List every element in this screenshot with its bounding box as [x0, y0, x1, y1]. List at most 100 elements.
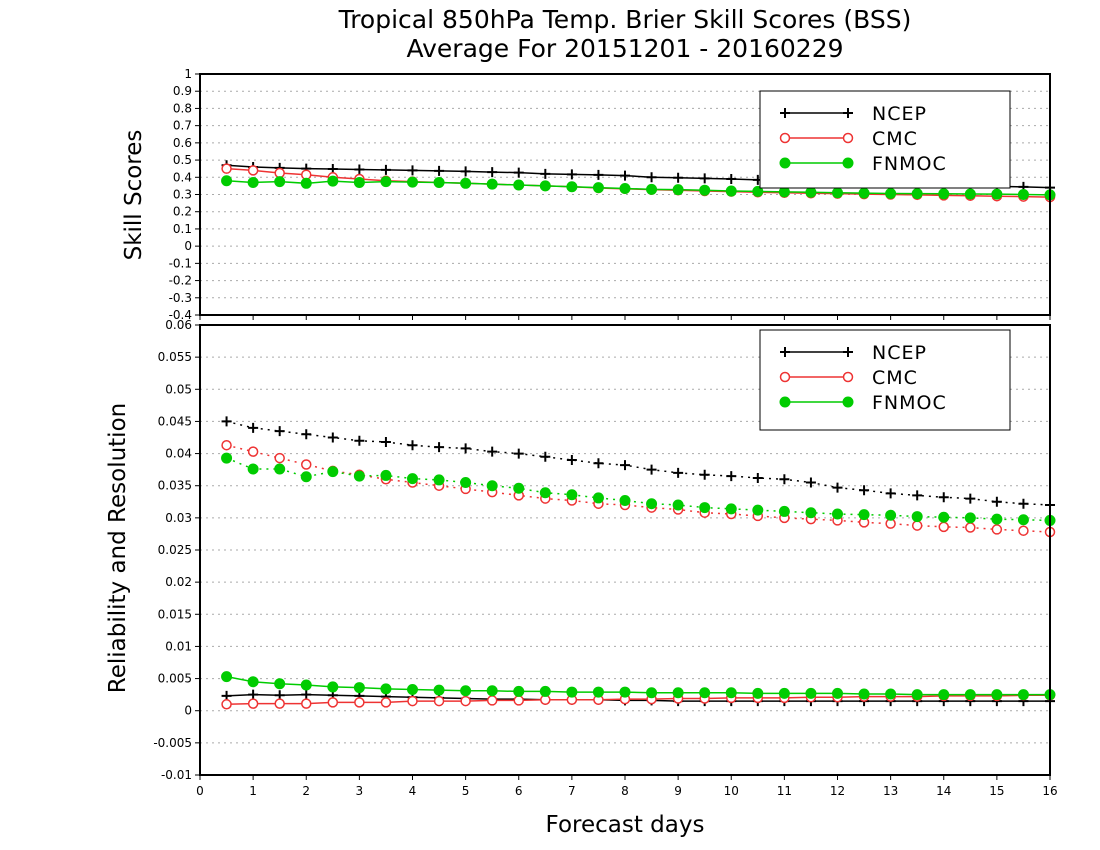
bottom-series-cmc-resolution-point	[911, 520, 923, 531]
bottom-series-fnmoc-reliability-point	[539, 685, 551, 697]
bottom-series-ncep-resolution-point	[726, 471, 737, 482]
bottom-series-fnmoc-reliability-point	[858, 688, 870, 700]
bottom-series-ncep-resolution-point	[221, 416, 232, 427]
bottom-series-fnmoc-reliability-point	[460, 685, 472, 697]
bottom-x-tick-label: 1	[249, 784, 257, 798]
top-y-tick-label: 0.9	[173, 84, 192, 98]
bottom-legend-marker-ncep	[843, 347, 853, 357]
bottom-series-cmc-resolution-point	[965, 522, 976, 533]
top-series-fnmoc-point	[964, 188, 976, 200]
bottom-series-fnmoc-resolution-point	[592, 492, 604, 504]
bottom-y-tick-label: 0	[184, 704, 192, 718]
top-series-ncep-point	[460, 166, 471, 177]
top-series-ncep-point	[726, 174, 737, 185]
bottom-x-tick-label: 14	[936, 784, 951, 798]
bottom-series-ncep-resolution-point	[460, 443, 471, 454]
top-series-ncep-point	[487, 167, 498, 178]
top-series-ncep-point	[434, 165, 445, 176]
bottom-series-ncep-resolution-point	[991, 496, 1002, 507]
top-series-fnmoc-point	[991, 188, 1003, 200]
bottom-series-cmc-resolution-point	[991, 524, 1003, 535]
top-series-fnmoc-point	[752, 185, 764, 197]
bottom-series-fnmoc-reliability-point	[274, 678, 286, 690]
bottom-series-fnmoc-resolution-point	[725, 503, 737, 515]
bottom-y-tick-label: 0.025	[158, 543, 192, 557]
bottom-series-fnmoc-resolution-point	[832, 508, 843, 520]
bottom-series-fnmoc-reliability-line	[226, 675, 1050, 696]
bottom-series-ncep-resolution-point	[779, 474, 790, 485]
top-plot-frame	[199, 73, 1051, 316]
bottom-series-fnmoc-reliability-point	[964, 689, 976, 701]
bottom-series-fnmoc-resolution-point	[327, 466, 339, 478]
bottom-legend-marker-fnmoc	[842, 396, 854, 408]
bottom-series-fnmoc-resolution-point	[885, 509, 897, 521]
bottom-series-fnmoc-reliability-point	[672, 687, 684, 699]
bottom-series-ncep-resolution-point	[566, 455, 577, 465]
bottom-series-cmc-reliability-point	[380, 697, 392, 708]
chart-subtitle: Average For 20151201 - 20160229	[406, 34, 843, 63]
bottom-x-tick-label: 11	[777, 784, 792, 798]
bottom-series-cmc-resolution-point	[247, 446, 259, 457]
bottom-series-ncep-resolution-point	[407, 440, 418, 451]
bottom-series-fnmoc-reliability-point	[513, 685, 525, 697]
bottom-series-fnmoc-resolution-point	[938, 511, 950, 523]
top-series-fnmoc-point	[380, 176, 392, 188]
bottom-y-tick-label: 0.02	[165, 575, 192, 589]
top-series-fnmoc-point	[858, 187, 870, 199]
top-series-ncep-point	[593, 169, 604, 180]
bottom-y-tick-label: 0.045	[158, 414, 192, 428]
bottom-series-ncep-resolution-point	[593, 458, 604, 469]
x-axis-label: Forecast days	[546, 812, 705, 838]
bottom-series-fnmoc-resolution-point	[646, 498, 658, 510]
top-series-ncep-point	[646, 172, 657, 183]
bottom-series-ncep-reliability-point	[248, 689, 259, 700]
bottom-series-ncep-resolution-point	[699, 469, 710, 480]
top-y-tick-label: -0.3	[169, 291, 192, 305]
top-series-cmc-point	[247, 165, 259, 176]
top-series-fnmoc-point	[327, 175, 339, 187]
bottom-x-tick-label: 5	[462, 784, 470, 798]
bottom-legend-box	[759, 329, 1011, 431]
top-y-tick-label: 0.5	[173, 153, 192, 167]
bottom-x-tick-label: 12	[830, 784, 845, 798]
top-series-ncep-point	[513, 167, 524, 178]
bottom-series-cmc-resolution-point	[1018, 525, 1029, 536]
bottom-series-ncep-resolution-point	[487, 446, 498, 457]
bottom-y-tick-label: 0.06	[165, 318, 192, 332]
bottom-series-cmc-reliability-point	[513, 695, 524, 706]
bottom-series-ncep-resolution-point	[938, 492, 949, 503]
top-series-fnmoc-point	[539, 180, 551, 192]
bottom-series-ncep-resolution-point	[434, 442, 445, 453]
bottom-series-ncep-resolution-point	[646, 464, 657, 475]
bottom-y-tick-label: 0.01	[165, 639, 192, 653]
bottom-series-fnmoc-resolution-point	[407, 473, 418, 485]
top-series-fnmoc-point	[221, 175, 233, 187]
bottom-series-fnmoc-resolution-point	[433, 474, 445, 486]
top-legend-marker-ncep	[843, 108, 853, 118]
top-y-axis-label: Skill Scores	[121, 130, 147, 261]
top-y-tick-label: -0.4	[169, 308, 192, 322]
top-series-fnmoc-point	[566, 181, 578, 193]
top-series-fnmoc-point	[592, 182, 604, 194]
bottom-series-fnmoc-reliability-point	[300, 679, 312, 691]
bottom-series-fnmoc-resolution-point	[221, 452, 233, 464]
top-series-ncep-point	[354, 164, 365, 175]
bottom-series-fnmoc-reliability-point	[911, 689, 923, 701]
bottom-series-fnmoc-resolution-point	[858, 509, 870, 521]
bottom-series-cmc-resolution-point	[221, 439, 232, 451]
bottom-series-fnmoc-resolution-point	[247, 463, 259, 475]
bottom-series-cmc-reliability-point	[327, 697, 339, 708]
bottom-series-ncep-resolution-point	[248, 422, 259, 433]
bottom-legend-label-fnmoc: FNMOC	[872, 392, 947, 414]
bottom-series-cmc-reliability-point	[433, 695, 445, 707]
bottom-plot-frame	[199, 324, 1051, 776]
bottom-legend-marker-ncep	[780, 347, 790, 357]
bottom-series-fnmoc-resolution-point	[672, 499, 684, 511]
top-series-fnmoc-point	[672, 184, 684, 196]
bottom-series-fnmoc-reliability-point	[486, 685, 498, 697]
bottom-series-fnmoc-reliability-point	[699, 687, 711, 699]
bottom-x-tick-label: 10	[724, 784, 739, 798]
bottom-series-fnmoc-reliability-point	[646, 687, 658, 699]
top-y-tick-label: 0.7	[173, 119, 192, 133]
